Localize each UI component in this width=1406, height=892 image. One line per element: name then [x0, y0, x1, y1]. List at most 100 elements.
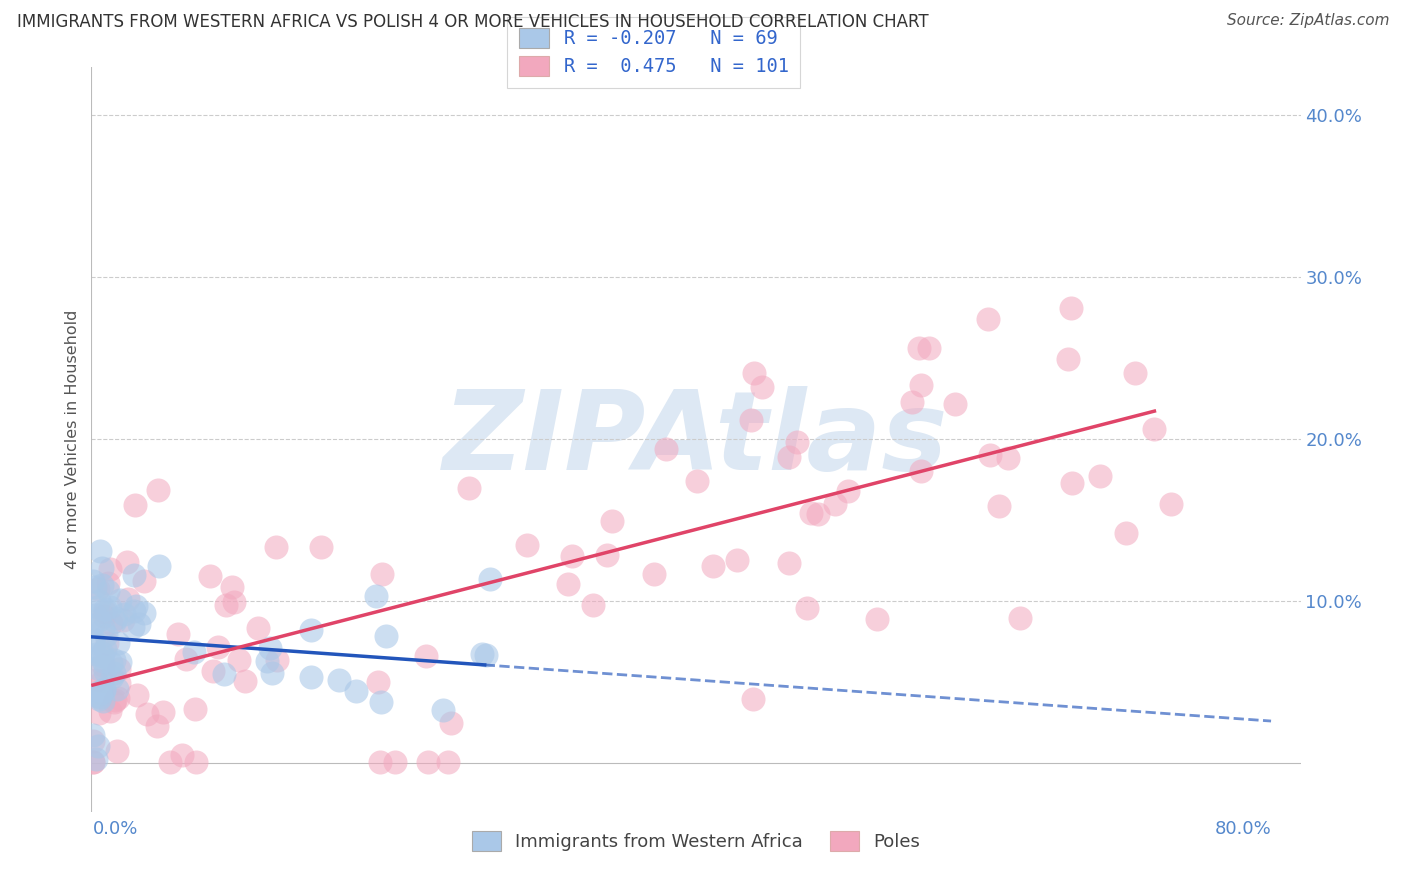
Point	[108, 655, 131, 669]
Point	[778, 556, 800, 570]
Point	[87, 582, 110, 597]
Point	[367, 674, 389, 689]
Point	[91, 693, 114, 707]
Point	[84, 580, 107, 594]
Text: ZIPAtlas: ZIPAtlas	[443, 386, 949, 492]
Point	[299, 624, 322, 638]
Point	[84, 673, 107, 688]
Point	[91, 561, 114, 575]
Point	[84, 647, 107, 661]
Point	[943, 397, 966, 411]
Point	[516, 538, 538, 552]
Point	[557, 577, 579, 591]
Point	[702, 558, 724, 573]
Point	[1057, 352, 1080, 367]
Point	[107, 662, 129, 676]
Point	[800, 506, 823, 520]
Point	[328, 673, 350, 688]
Point	[82, 618, 104, 632]
Point	[997, 450, 1019, 465]
Point	[266, 653, 288, 667]
Point	[384, 755, 406, 769]
Point	[87, 739, 110, 753]
Point	[415, 649, 437, 664]
Point	[167, 627, 190, 641]
Point	[132, 574, 155, 588]
Point	[1060, 475, 1083, 490]
Point	[96, 628, 118, 642]
Point	[100, 656, 122, 670]
Point	[100, 670, 122, 684]
Point	[479, 572, 502, 586]
Point	[94, 602, 117, 616]
Point	[97, 575, 120, 590]
Point	[235, 673, 257, 688]
Point	[94, 642, 117, 657]
Point	[90, 648, 112, 663]
Point	[1115, 525, 1137, 540]
Point	[100, 562, 122, 576]
Point	[83, 635, 105, 649]
Point	[979, 448, 1001, 462]
Point	[124, 498, 146, 512]
Point	[364, 589, 387, 603]
Point	[89, 692, 111, 706]
Point	[135, 707, 157, 722]
Point	[370, 755, 392, 769]
Point	[1060, 301, 1083, 315]
Point	[91, 658, 114, 673]
Point	[582, 598, 605, 612]
Y-axis label: 4 or more Vehicles in Household: 4 or more Vehicles in Household	[65, 310, 80, 569]
Point	[796, 600, 818, 615]
Point	[1008, 610, 1031, 624]
Point	[471, 647, 494, 661]
Point	[96, 636, 118, 650]
Text: 80.0%: 80.0%	[1215, 820, 1271, 838]
Point	[201, 664, 224, 678]
Point	[104, 693, 127, 707]
Point	[86, 689, 108, 703]
Point	[742, 692, 765, 706]
Point	[259, 640, 281, 655]
Point	[93, 683, 115, 698]
Point	[561, 549, 583, 563]
Point	[184, 702, 207, 716]
Point	[103, 652, 125, 666]
Point	[655, 442, 678, 457]
Point	[122, 620, 145, 634]
Point	[370, 695, 392, 709]
Point	[837, 484, 859, 499]
Point	[152, 706, 174, 720]
Point	[105, 744, 128, 758]
Legend: Immigrants from Western Africa, Poles: Immigrants from Western Africa, Poles	[464, 824, 928, 859]
Point	[105, 681, 128, 696]
Point	[436, 755, 458, 769]
Point	[260, 666, 283, 681]
Point	[910, 378, 932, 392]
Point	[122, 567, 145, 582]
Point	[91, 622, 114, 636]
Point	[98, 705, 121, 719]
Point	[122, 604, 145, 618]
Point	[107, 636, 129, 650]
Point	[98, 599, 121, 614]
Point	[148, 558, 170, 573]
Point	[900, 395, 922, 409]
Point	[87, 706, 110, 720]
Point	[1123, 367, 1146, 381]
Point	[686, 475, 709, 489]
Point	[786, 435, 808, 450]
Point	[87, 613, 110, 627]
Point	[1160, 497, 1182, 511]
Point	[807, 507, 830, 521]
Point	[918, 342, 941, 356]
Point	[104, 615, 127, 629]
Point	[148, 483, 170, 497]
Point	[117, 592, 139, 607]
Point	[125, 688, 148, 702]
Point	[824, 497, 846, 511]
Point	[371, 566, 394, 581]
Point	[977, 311, 1000, 326]
Point	[89, 543, 111, 558]
Text: 0.0%: 0.0%	[93, 820, 138, 838]
